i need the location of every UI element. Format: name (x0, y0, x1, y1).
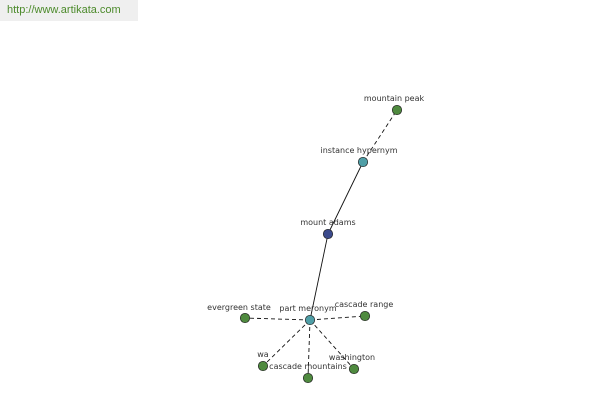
graph-edges (244, 109, 398, 379)
node-washington[interactable] (348, 363, 360, 375)
node-cascade-mountains[interactable] (302, 372, 314, 384)
edge-part-meronym-wa (262, 319, 311, 367)
node-wa[interactable] (257, 360, 269, 372)
node-mountain-peak[interactable] (391, 104, 403, 116)
node-evergreen-state[interactable] (239, 312, 251, 324)
edge-part-meronym-washington (309, 319, 355, 370)
watermark-url[interactable]: http://www.artikata.com (0, 0, 138, 21)
edge-center-instance-hypernym (327, 161, 364, 235)
node-cascade-range[interactable] (359, 310, 371, 322)
edge-part-meronym-evergreen-state (244, 317, 311, 321)
label-instance-hypernym: instance hypernym (321, 146, 398, 155)
edge-part-meronym-cascade-mountains (307, 319, 311, 379)
label-wa: wa (257, 350, 269, 359)
node-instance-hypernym[interactable] (357, 156, 369, 168)
node-mount-adams[interactable] (322, 228, 334, 240)
label-mount-adams: mount adams (300, 218, 355, 227)
edge-part-meronym-cascade-range (309, 315, 366, 321)
label-cascade-mountains: cascade mountains (269, 362, 347, 371)
edge-instance-hypernym-mountain-peak (362, 109, 398, 163)
graph-labels: mount adams instance hypernym mountain pea… (207, 94, 424, 371)
label-mountain-peak: mountain peak (364, 94, 425, 103)
label-washington: washington (329, 353, 375, 362)
graph-nodes (239, 104, 403, 384)
label-cascade-range: cascade range (335, 300, 394, 309)
node-part-meronym[interactable] (304, 314, 316, 326)
edge-center-part-meronym (309, 233, 329, 321)
label-evergreen-state: evergreen state (207, 303, 271, 312)
label-part-meronym: part meronym (279, 304, 336, 313)
